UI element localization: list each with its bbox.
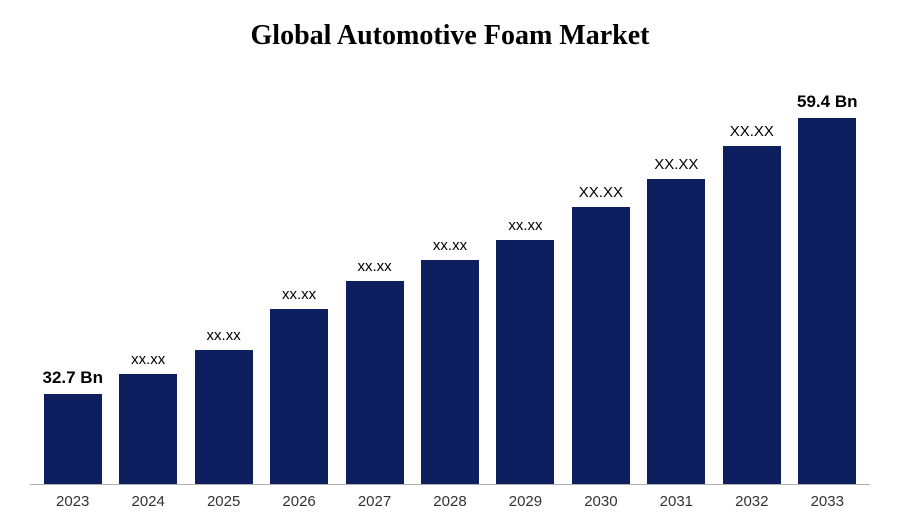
bar [421,260,479,484]
bar-value-label: xx.xx [433,237,467,254]
x-axis: 2023 2024 2025 2026 2027 2028 2029 2030 … [30,485,870,510]
bar-group: xx.xx [337,77,412,484]
bar [723,146,781,484]
x-axis-label: 2026 [261,493,336,510]
x-axis-label: 2027 [337,493,412,510]
bar [270,309,328,484]
plot-area: 32.7 Bn xx.xx xx.xx xx.xx xx.xx xx.xx xx… [30,77,870,485]
x-axis-label: 2033 [790,493,865,510]
x-axis-label: 2023 [35,493,110,510]
bar-group: xx.xx [261,77,336,484]
x-axis-label: 2028 [412,493,487,510]
bar [572,207,630,484]
x-axis-label: 2024 [110,493,185,510]
bar-value-label: xx.xx [508,217,542,234]
x-axis-label: 2030 [563,493,638,510]
bar-group: xx.xx [110,77,185,484]
bar-value-label: xx.xx [131,351,165,368]
bar-group: XX.XX [639,77,714,484]
bar-value-label: XX.XX [654,156,698,173]
bar [798,118,856,484]
x-axis-label: 2032 [714,493,789,510]
bar-value-label: 32.7 Bn [42,368,102,388]
bar-group: XX.XX [563,77,638,484]
bar-value-label: xx.xx [282,286,316,303]
bar-group: 32.7 Bn [35,77,110,484]
bar-group: XX.XX [714,77,789,484]
x-axis-label: 2029 [488,493,563,510]
bar [496,240,554,484]
bar [647,179,705,484]
bar-value-label: xx.xx [357,258,391,275]
x-axis-label: 2025 [186,493,261,510]
bar-value-label: XX.XX [579,184,623,201]
bar [195,350,253,484]
bar-value-label: XX.XX [730,123,774,140]
bar-value-label: 59.4 Bn [797,92,857,112]
x-axis-label: 2031 [639,493,714,510]
bar [44,394,102,484]
bar [119,374,177,484]
chart-container: Global Automotive Foam Market 32.7 Bn xx… [0,0,900,525]
bar-group: xx.xx [488,77,563,484]
chart-title: Global Automotive Foam Market [30,20,870,52]
bar-group: xx.xx [412,77,487,484]
bar-value-label: xx.xx [207,327,241,344]
bar [346,281,404,485]
bar-group: 59.4 Bn [790,77,865,484]
bar-group: xx.xx [186,77,261,484]
